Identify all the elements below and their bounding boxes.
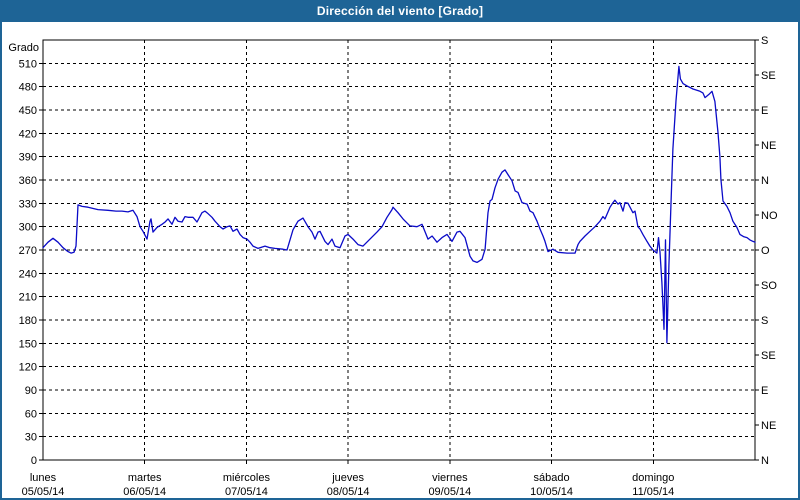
left-axis-tick-label: 120 (19, 362, 37, 374)
right-axis-compass-label: NO (761, 210, 778, 222)
right-axis-compass-label: E (761, 385, 768, 397)
left-axis-tick-label: 150 (19, 338, 37, 350)
plot-area: 0 30 60 90 120 150 180 210 240 270 300 330 360 390 420… (2, 22, 798, 498)
right-axis-compass-label: NE (761, 420, 776, 432)
left-axis-tick-label: 30 (25, 432, 37, 444)
x-axis-date-label: 05/05/14 (22, 486, 65, 498)
right-axis-compass-label: SE (761, 70, 776, 82)
x-axis-day-label: domingo (632, 472, 674, 484)
x-axis-day-label: martes (128, 472, 162, 484)
left-axis-tick-label: 240 (19, 268, 37, 280)
right-axis-compass-label: SE (761, 350, 776, 362)
right-axis-compass-label: N (761, 175, 769, 187)
wind-direction-series-line (42, 65, 756, 344)
right-axis-compass-label: SO (761, 280, 777, 292)
left-axis-tick-label: 360 (19, 175, 37, 187)
left-axis-tick-label: 330 (19, 198, 37, 210)
x-axis-date-label: 10/05/14 (530, 486, 573, 498)
left-axis-tick-label: 480 (19, 82, 37, 94)
x-axis-date-label: 09/05/14 (428, 486, 471, 498)
right-axis-compass-label: O (761, 245, 770, 257)
x-axis-date-label: 11/05/14 (632, 486, 674, 498)
left-axis-tick-label: 60 (25, 408, 37, 420)
right-axis-compass-label: S (761, 35, 768, 47)
x-axis-date-label: 07/05/14 (225, 486, 268, 498)
left-axis-tick-label: 180 (19, 315, 37, 327)
left-axis-tick-label: 270 (19, 245, 37, 257)
left-axis-tick-label: 90 (25, 385, 37, 397)
x-axis-day-label: jueves (331, 472, 364, 484)
left-axis-tick-label: 450 (19, 105, 37, 117)
left-axis-tick-label: 210 (19, 292, 37, 304)
y-axis-title: Grado (8, 42, 39, 54)
x-axis-date-label: 08/05/14 (327, 486, 370, 498)
right-axis-compass-label: NE (761, 140, 776, 152)
x-axis-day-label: miércoles (223, 472, 271, 484)
left-axis-tick-label: 0 (31, 455, 37, 467)
left-axis-tick-label: 300 (19, 222, 37, 234)
left-axis-tick-label: 390 (19, 152, 37, 164)
x-axis-day-label: viernes (432, 472, 468, 484)
x-axis-day-label: lunes (30, 472, 57, 484)
window-title-bar: Dirección del viento [Grado] (2, 0, 798, 22)
chart-title: Dirección del viento [Grado] (316, 4, 484, 18)
right-axis-compass-label: S (761, 315, 768, 327)
right-axis-compass-label: E (761, 105, 768, 117)
x-axis-date-label: 06/05/14 (123, 486, 166, 498)
left-axis-tick-label: 510 (19, 58, 37, 70)
wind-direction-chart: 0 30 60 90 120 150 180 210 240 270 300 330 360 390 420… (8, 35, 778, 498)
right-axis-compass-label: N (761, 455, 769, 467)
left-axis-tick-label: 420 (19, 128, 37, 140)
x-axis-day-label: sábado (534, 472, 570, 484)
